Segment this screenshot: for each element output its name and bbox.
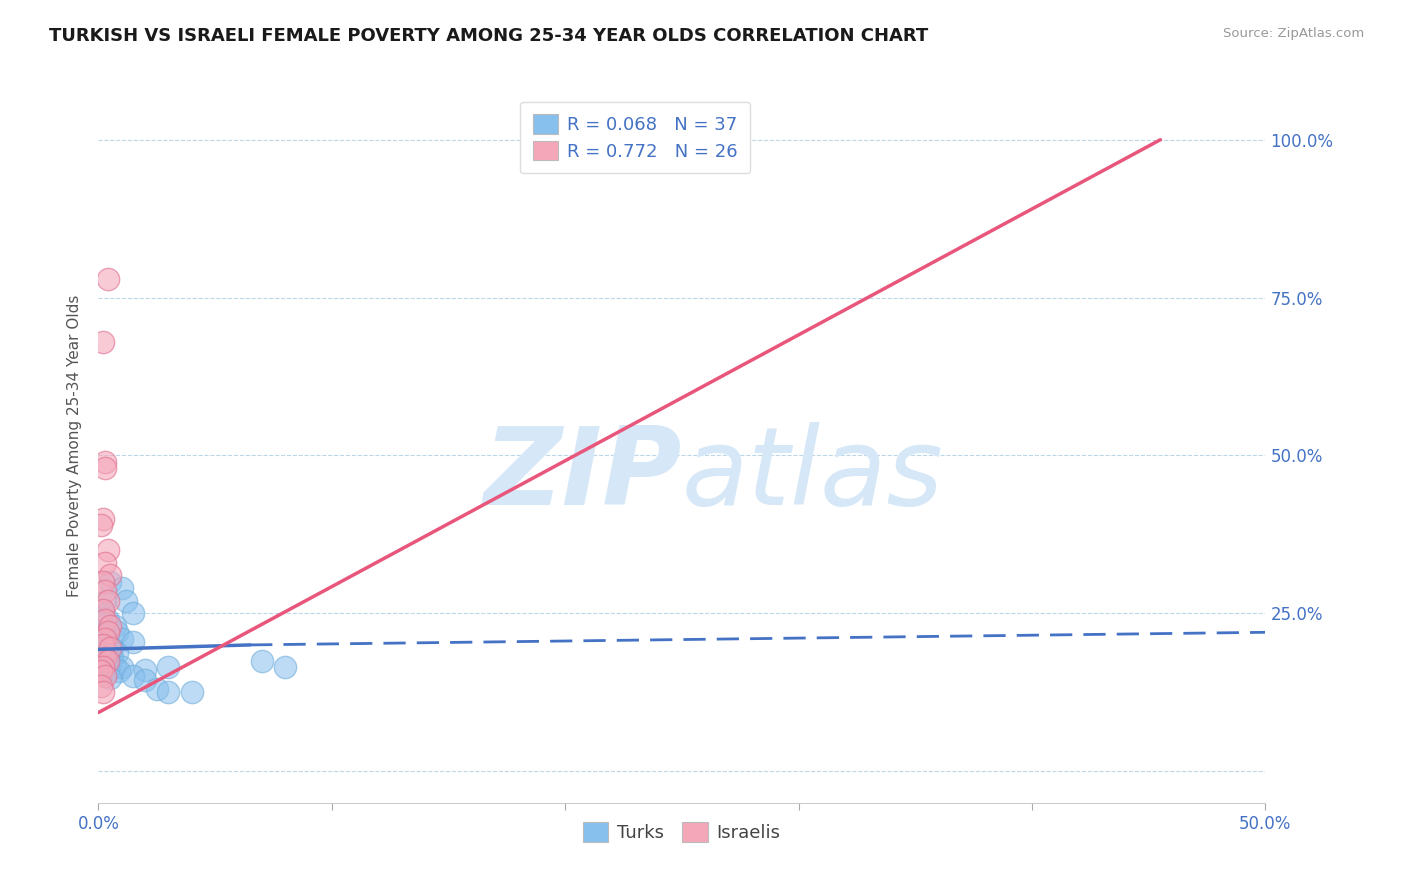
- Point: [97, 271, 120, 285]
- Point: [101, 641, 124, 656]
- Point: [98, 619, 121, 633]
- Point: [98, 671, 121, 685]
- Point: [91, 654, 114, 668]
- Point: [105, 646, 128, 660]
- Point: [94, 652, 117, 666]
- Point: [91, 511, 114, 525]
- Point: [122, 634, 145, 648]
- Point: [94, 650, 117, 665]
- Point: [122, 607, 145, 621]
- Point: [122, 669, 145, 683]
- Point: [90, 656, 112, 670]
- Point: [90, 638, 112, 652]
- Point: [134, 663, 156, 677]
- Point: [94, 632, 117, 646]
- Point: [98, 641, 121, 656]
- Legend: Turks, Israelis: Turks, Israelis: [571, 809, 793, 855]
- Y-axis label: Female Poverty Among 25-34 Year Olds: Female Poverty Among 25-34 Year Olds: [67, 295, 83, 597]
- Point: [134, 673, 156, 687]
- Point: [90, 679, 112, 693]
- Text: TURKISH VS ISRAELI FEMALE POVERTY AMONG 25-34 YEAR OLDS CORRELATION CHART: TURKISH VS ISRAELI FEMALE POVERTY AMONG …: [49, 27, 928, 45]
- Point: [101, 650, 124, 665]
- Point: [94, 613, 117, 627]
- Point: [97, 649, 120, 664]
- Point: [97, 654, 120, 668]
- Text: ZIP: ZIP: [484, 422, 682, 527]
- Point: [98, 568, 121, 582]
- Point: [91, 685, 114, 699]
- Point: [90, 648, 112, 662]
- Point: [91, 660, 114, 674]
- Point: [94, 556, 117, 570]
- Point: [104, 660, 127, 674]
- Point: [91, 644, 114, 658]
- Point: [115, 593, 138, 607]
- Point: [94, 669, 117, 683]
- Point: [94, 461, 117, 475]
- Point: [98, 574, 121, 589]
- Point: [97, 663, 120, 677]
- Point: [91, 574, 114, 589]
- Point: [90, 665, 112, 679]
- Point: [91, 603, 114, 617]
- Point: [91, 334, 114, 349]
- Point: [97, 613, 120, 627]
- Point: [97, 543, 120, 558]
- Point: [111, 632, 134, 646]
- Point: [105, 625, 128, 640]
- Point: [157, 685, 180, 699]
- Point: [94, 628, 117, 642]
- Point: [91, 638, 114, 652]
- Point: [97, 625, 120, 640]
- Point: [146, 682, 169, 697]
- Point: [157, 660, 180, 674]
- Point: [90, 517, 112, 532]
- Text: atlas: atlas: [682, 422, 943, 527]
- Point: [111, 660, 134, 674]
- Point: [98, 658, 121, 673]
- Point: [111, 581, 134, 595]
- Point: [94, 455, 117, 469]
- Point: [91, 607, 114, 621]
- Point: [97, 593, 120, 607]
- Point: [104, 619, 127, 633]
- Point: [250, 654, 273, 668]
- Point: [94, 584, 117, 599]
- Point: [108, 665, 131, 679]
- Text: Source: ZipAtlas.com: Source: ZipAtlas.com: [1223, 27, 1364, 40]
- Point: [274, 660, 297, 674]
- Point: [94, 593, 117, 607]
- Point: [180, 685, 202, 699]
